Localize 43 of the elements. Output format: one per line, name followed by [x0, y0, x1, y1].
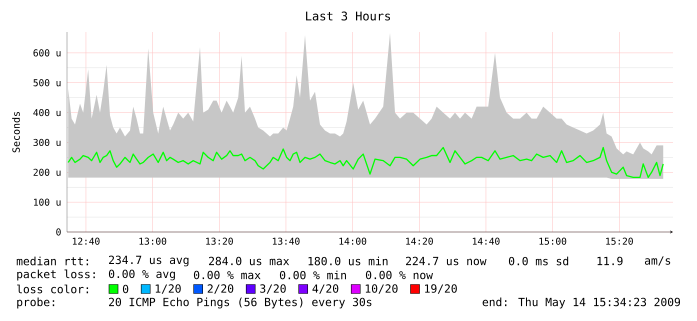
- x-tick-label: 14:20: [406, 238, 433, 245]
- y-axis-title: Seconds: [12, 112, 20, 152]
- y-tick-label: 0: [56, 228, 61, 236]
- text: 224.7 us now: [406, 256, 487, 266]
- legend-title: loss color:: [17, 284, 88, 294]
- text: 20 ICMP Echo Pings (56 Bytes) every 30s: [109, 298, 372, 308]
- text: 0.0 ms sd: [508, 256, 568, 266]
- line-series: [68, 146, 664, 178]
- chart-title: Last 3 Hours: [306, 11, 390, 21]
- text: 0.00 % avg: [108, 270, 175, 280]
- x-tick-label: 13:20: [206, 238, 233, 245]
- x-tick-label: 14:40: [472, 238, 500, 245]
- text: 0.00 % now: [366, 270, 433, 280]
- text: 0.00 % max: [194, 270, 261, 280]
- y-tick-label: 500 u: [34, 79, 61, 86]
- x-tick-label: 13:40: [272, 238, 300, 245]
- legend-label: 3/20: [260, 284, 286, 294]
- y-tick-label: 400 u: [33, 109, 61, 116]
- x-tick-label: 15:00: [540, 238, 566, 245]
- text: packet loss:: [17, 270, 95, 280]
- x-tick-label: 15:20: [606, 238, 633, 245]
- text: 284.0 us max: [209, 256, 290, 266]
- text: 180.0 us min: [308, 256, 388, 266]
- text: 0.00 % min: [280, 270, 346, 280]
- legend-label: 10/20: [366, 284, 398, 294]
- x-tick-label: 13:00: [140, 238, 166, 245]
- y-tick-label: 200 u: [34, 168, 61, 176]
- legend-label: 1/20: [156, 284, 181, 294]
- y-tick-label: 600 u: [33, 49, 61, 56]
- text: 234.7 us avg: [109, 256, 188, 266]
- legend-label: 0: [122, 284, 128, 294]
- legend-label: 2/20: [208, 284, 234, 294]
- legend-label: 19/20: [425, 284, 457, 294]
- text: 11.9: [598, 256, 623, 266]
- legend-label: 4/20: [312, 284, 338, 294]
- x-tick-label: 12:40: [72, 238, 100, 245]
- y-tick-label: 100 u: [34, 198, 61, 206]
- text: median rtt:: [16, 256, 88, 266]
- text: end: Thu May 14 15:34:23 2009: [482, 298, 680, 308]
- text: probe:: [17, 298, 54, 308]
- x-tick-label: 14:00: [340, 238, 366, 245]
- text: am/s: [644, 256, 670, 266]
- y-tick-label: 300 u: [34, 138, 61, 146]
